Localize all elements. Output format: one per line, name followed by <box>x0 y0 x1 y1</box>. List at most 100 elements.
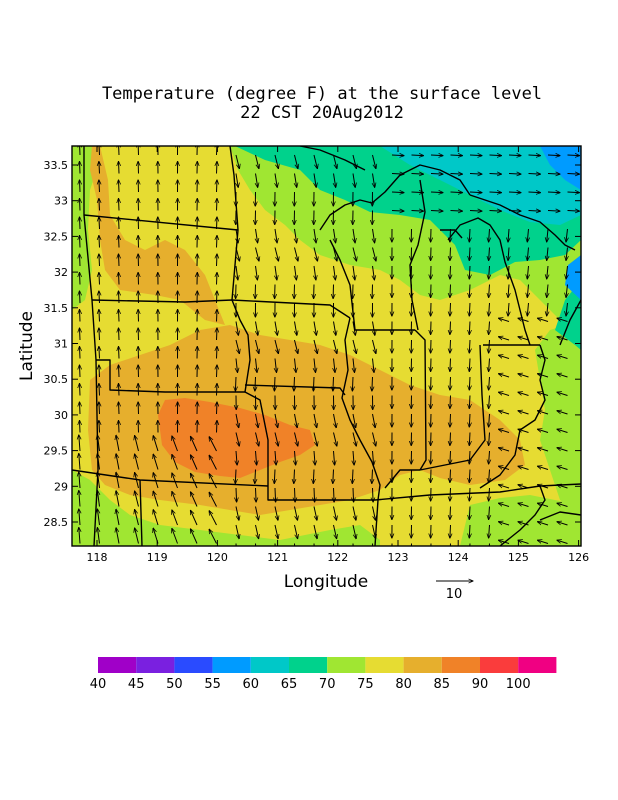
wind-arrow <box>80 310 81 322</box>
wind-arrow <box>191 492 198 507</box>
wind-arrow <box>135 454 139 470</box>
wind-arrow <box>353 450 354 465</box>
wind-arrow <box>334 265 336 280</box>
wind-arrow <box>119 365 120 378</box>
wind-arrow <box>411 211 424 212</box>
wind-arrow <box>372 154 376 169</box>
wind-arrow <box>119 421 120 433</box>
wind-arrow <box>469 450 470 464</box>
wind-arrow <box>528 211 541 212</box>
wind-arrow <box>489 432 490 446</box>
x-tick-label: 121 <box>267 551 288 564</box>
wind-arrow <box>450 228 451 242</box>
wind-arrow <box>80 347 81 359</box>
wind-arrow <box>334 487 335 502</box>
band-55-60-northeast <box>540 146 581 190</box>
wind-arrow <box>217 365 218 378</box>
wind-arrow <box>294 154 298 169</box>
wind-arrow <box>235 339 239 354</box>
wind-arrow <box>99 328 100 341</box>
wind-arrow <box>295 358 297 373</box>
wind-arrow <box>217 146 218 156</box>
wind-arrow <box>295 450 296 465</box>
wind-arrow <box>508 174 521 175</box>
wind-arrow <box>352 154 356 169</box>
wind-arrow <box>333 506 337 521</box>
wind-arrow <box>489 469 490 483</box>
wind-arrow <box>235 154 239 169</box>
wind-arrow <box>313 154 317 169</box>
wind-arrow <box>499 337 510 341</box>
wind-arrow <box>274 376 275 391</box>
wind-arrow <box>547 302 548 316</box>
wind-arrow <box>372 247 377 262</box>
wind-arrow <box>172 529 178 544</box>
wind-arrow <box>99 291 100 304</box>
title-line-2: 22 CST 20Aug2012 <box>240 103 404 123</box>
wind-arrow <box>313 506 317 521</box>
wind-arrow <box>469 413 470 427</box>
wind-arrow <box>217 162 218 174</box>
wind-arrow <box>294 339 298 354</box>
wind-arrow <box>528 192 541 193</box>
wind-arrow <box>450 506 451 520</box>
wind-arrow <box>235 376 236 391</box>
colorbar: 40 45 50 55 60 65 70 75 80 85 90 100 <box>90 657 557 692</box>
wind-arrow <box>294 506 298 521</box>
wind-arrow <box>499 540 510 544</box>
wind-arrow <box>314 265 316 280</box>
wind-arrow <box>450 339 451 353</box>
wind-arrow <box>80 236 81 248</box>
wind-arrow <box>275 321 277 336</box>
wind-arrow <box>489 339 490 353</box>
wind-arrow <box>172 436 178 452</box>
wind-arrow <box>538 448 549 452</box>
wind-arrow <box>236 228 238 243</box>
wind-arrow <box>566 302 568 316</box>
wind-arrow <box>217 421 218 433</box>
colorbar-label: 60 <box>243 677 260 692</box>
wind-arrow <box>567 155 580 156</box>
wind-arrow <box>353 487 354 502</box>
colorbar-swatch <box>441 657 480 673</box>
wind-arrow <box>256 450 257 465</box>
wind-arrow <box>314 173 316 188</box>
wind-arrow <box>557 448 568 452</box>
wind-arrow <box>528 155 541 156</box>
wind-arrow <box>135 528 139 544</box>
wind-arrow <box>489 302 490 316</box>
wind-arrow <box>275 487 276 502</box>
wind-arrow <box>119 328 120 341</box>
wind-arrow <box>116 472 120 489</box>
wind-arrow <box>450 524 451 538</box>
wind-arrow <box>294 432 298 447</box>
temperature-field <box>72 146 581 546</box>
wind-arrow <box>99 254 100 267</box>
wind-arrow <box>450 302 451 316</box>
wind-arrow <box>518 355 529 359</box>
wind-arrow <box>172 455 178 470</box>
wind-arrow <box>538 540 549 544</box>
wind-arrow <box>469 469 470 483</box>
wind-arrow <box>373 228 375 243</box>
y-tick-label: 29 <box>54 480 68 493</box>
wind-arrow <box>489 413 490 427</box>
wind-arrow <box>116 454 120 470</box>
wind-arrow <box>547 192 560 193</box>
colorbar-label: 90 <box>472 677 489 692</box>
wind-arrow <box>566 284 568 298</box>
wind-arrow <box>450 413 451 427</box>
wind-arrow <box>295 487 296 502</box>
wind-arrow <box>295 321 297 336</box>
wind-arrow <box>557 522 568 526</box>
wind-arrow <box>274 469 275 484</box>
wind-arrow <box>80 217 81 230</box>
wind-arrow <box>79 509 80 526</box>
wind-arrow <box>469 247 470 261</box>
colorbar-swatch <box>365 657 404 673</box>
wind-arrow <box>80 421 81 433</box>
wind-arrow <box>489 174 502 175</box>
wind-arrow <box>236 450 237 465</box>
wind-arrow <box>217 402 218 415</box>
wind-arrow <box>217 236 218 248</box>
